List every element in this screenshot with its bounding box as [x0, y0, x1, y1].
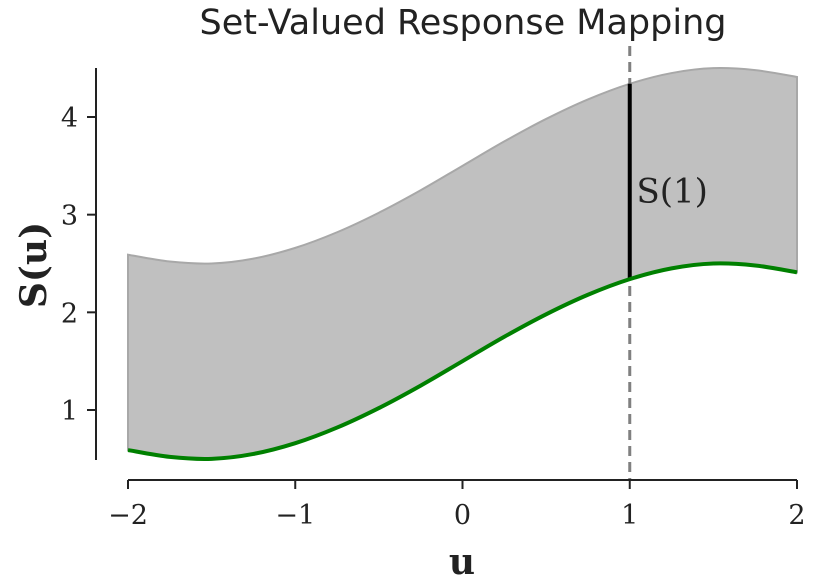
x-tick-label: −1	[275, 500, 315, 531]
x-tick-label: −2	[108, 500, 148, 531]
x-tick-label: 1	[621, 500, 638, 531]
x-tick-label: 2	[788, 500, 805, 531]
y-tick-label: 1	[61, 396, 78, 427]
x-axis-label: u	[449, 541, 475, 583]
lower-bound-curve	[127, 261, 798, 461]
y-tick-label: 2	[61, 298, 78, 329]
x-axis-ticks: −2 −1 0 1 2	[108, 480, 806, 531]
plot-area: S(1)	[127, 46, 798, 480]
y-tick-label: 4	[61, 103, 78, 134]
chart-title: Set-Valued Response Mapping	[200, 3, 727, 43]
y-tick-label: 3	[61, 201, 78, 232]
y-axis-ticks: 1 2 3 4	[61, 103, 96, 427]
y-axis-label: S(u)	[13, 222, 55, 308]
segment-annotation: S(1)	[636, 171, 707, 211]
x-tick-label: 0	[454, 500, 471, 531]
